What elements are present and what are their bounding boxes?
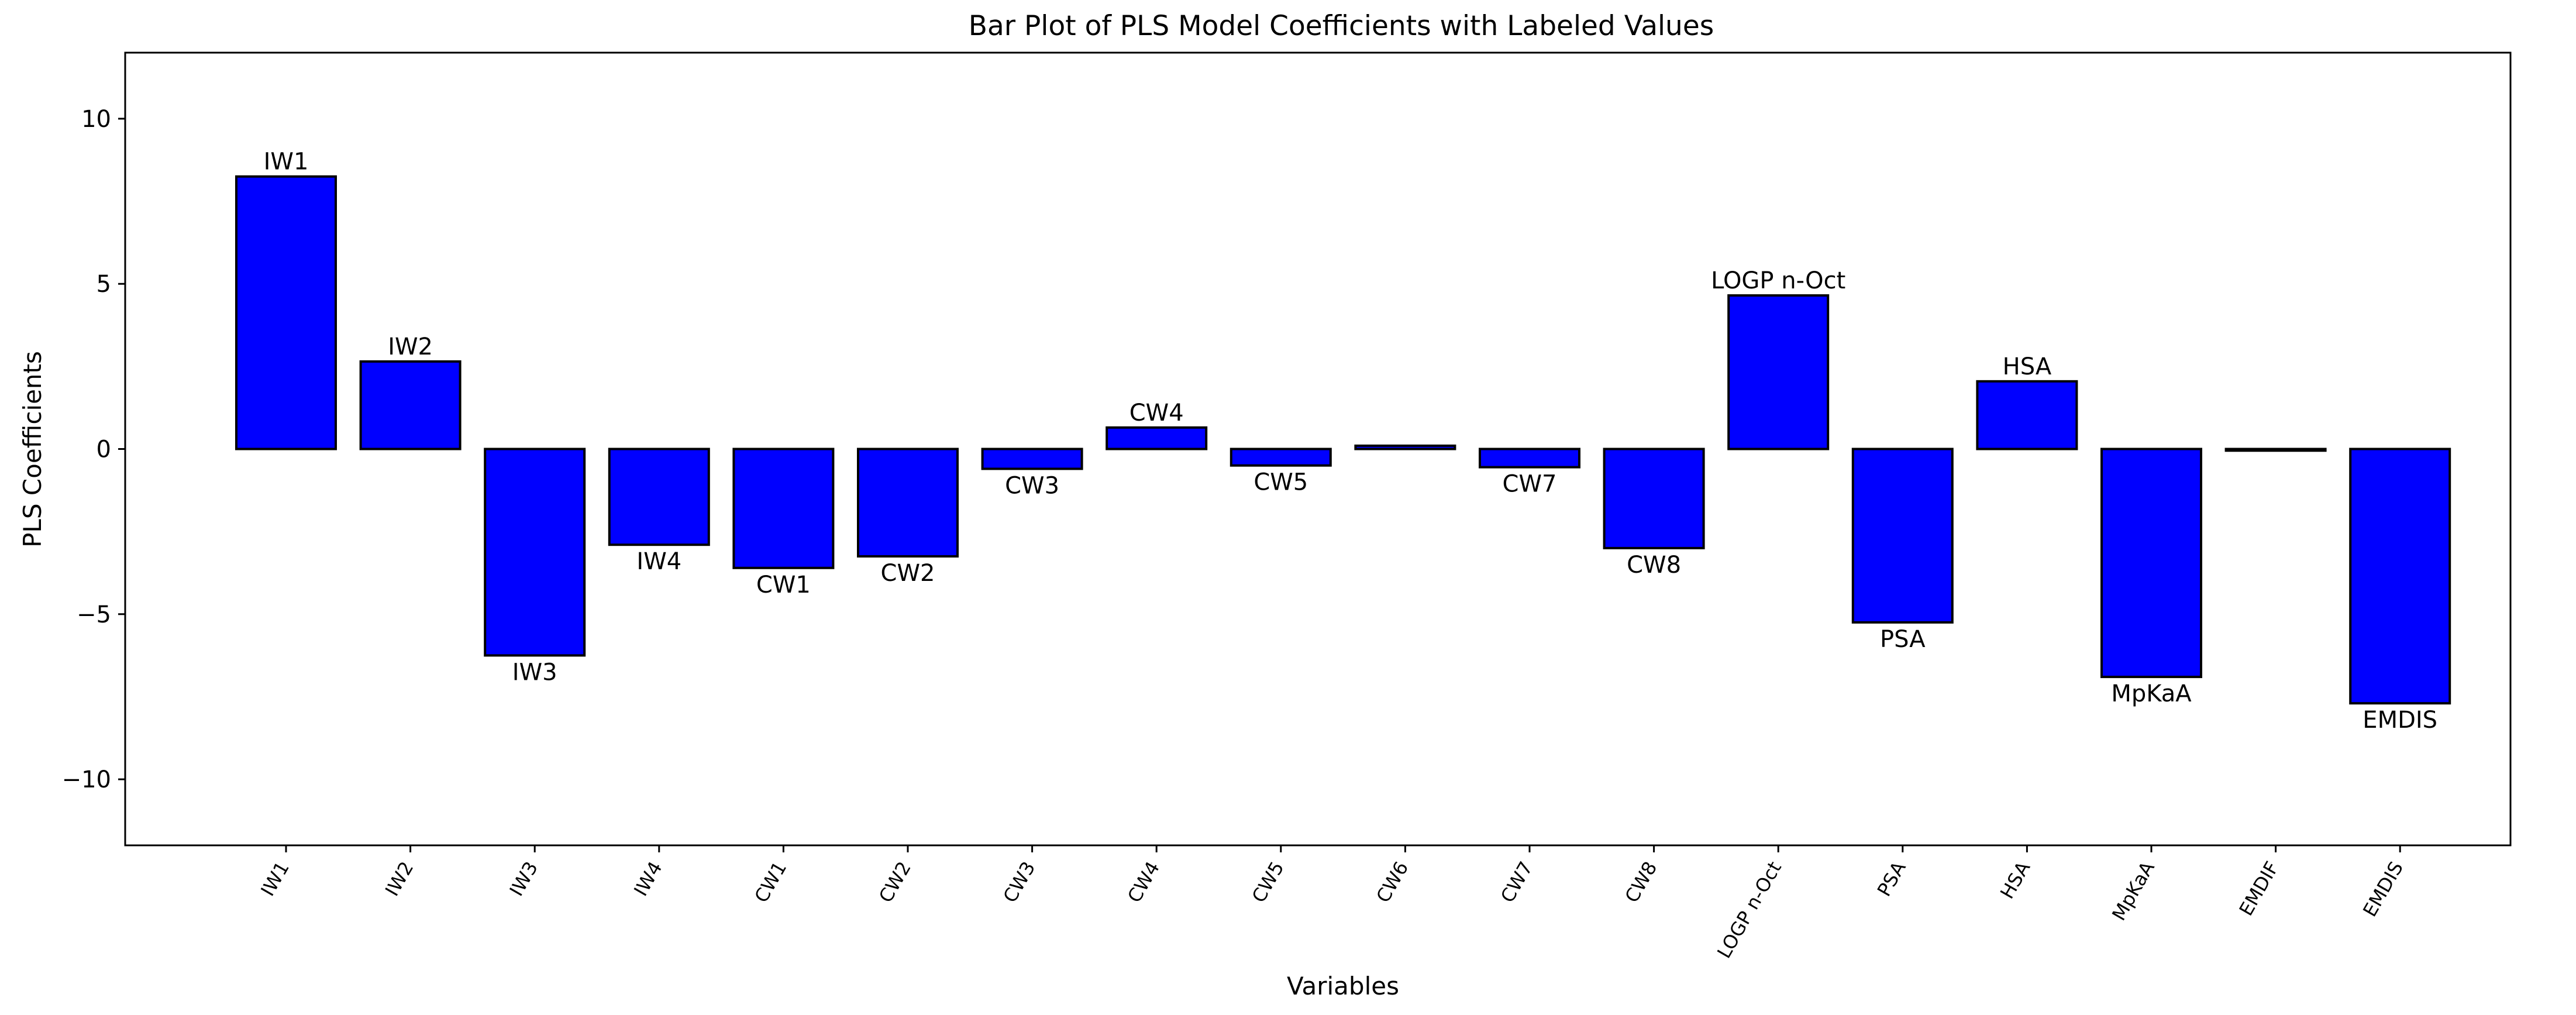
bar-cw5 <box>1230 448 1332 467</box>
bar-label-psa: PSA <box>1880 626 1926 653</box>
chart-title: Bar Plot of PLS Model Coefficients with … <box>969 10 1714 42</box>
bar-cw1 <box>732 448 835 569</box>
bar-iw2 <box>359 360 462 450</box>
bar-label-cw3: CW3 <box>1005 472 1059 499</box>
y-tick-label: 10 <box>81 106 111 133</box>
bar-label-cw8: CW8 <box>1627 552 1681 579</box>
bar-label-emdis: EMDIS <box>2363 707 2437 734</box>
bar-label-cw7: CW7 <box>1503 471 1557 498</box>
bar-labels-group: IW1 IW2 IW3 IW4 CW1 CW2 CW3 CW4 CW5 CW7 CW8 LOGP n-… <box>264 149 2437 734</box>
bar-label-cw1: CW1 <box>756 572 811 598</box>
bar-label-cw2: CW2 <box>881 560 935 587</box>
bars-group <box>235 175 2451 705</box>
bar-cw7 <box>1479 448 1580 469</box>
bar-cw8 <box>1603 448 1705 549</box>
bar-psa <box>1851 448 1954 624</box>
bar-iw4 <box>608 448 710 546</box>
bar-cw4 <box>1106 426 1208 450</box>
bar-cw6 <box>1354 444 1456 450</box>
y-tick-label: 5 <box>97 271 111 298</box>
y-axis: 10 5 0 −5 −10 <box>62 106 125 793</box>
bar-label-iw2: IW2 <box>388 333 433 360</box>
y-axis-label: PLS Coefficients <box>18 351 47 548</box>
y-tick-label: 0 <box>97 436 111 463</box>
bar-cw3 <box>981 448 1083 470</box>
bar-hsa <box>1976 380 2078 450</box>
x-axis-label: Variables <box>1287 972 1399 1000</box>
y-tick-label: −5 <box>77 601 111 628</box>
bar-label-iw1: IW1 <box>264 149 309 176</box>
bar-label-iw4: IW4 <box>636 548 681 575</box>
bar-emdif <box>2224 448 2327 452</box>
bar-label-iw3: IW3 <box>512 659 557 686</box>
bar-mpkaa <box>2100 448 2202 679</box>
bar-label-hsa: HSA <box>2003 353 2052 380</box>
y-tick-label: −10 <box>62 766 111 793</box>
bar-logp-n-oct <box>1727 294 1830 450</box>
bar-label-logp-n-oct: LOGP n-Oct <box>1711 267 1845 294</box>
bar-emdis <box>2349 448 2451 705</box>
bar-iw3 <box>484 448 586 657</box>
bar-cw2 <box>857 448 959 558</box>
bar-label-cw5: CW5 <box>1253 469 1308 496</box>
bar-label-cw4: CW4 <box>1129 400 1184 426</box>
bar-label-mpkaa: MpKaA <box>2111 680 2192 707</box>
bar-iw1 <box>235 175 337 450</box>
